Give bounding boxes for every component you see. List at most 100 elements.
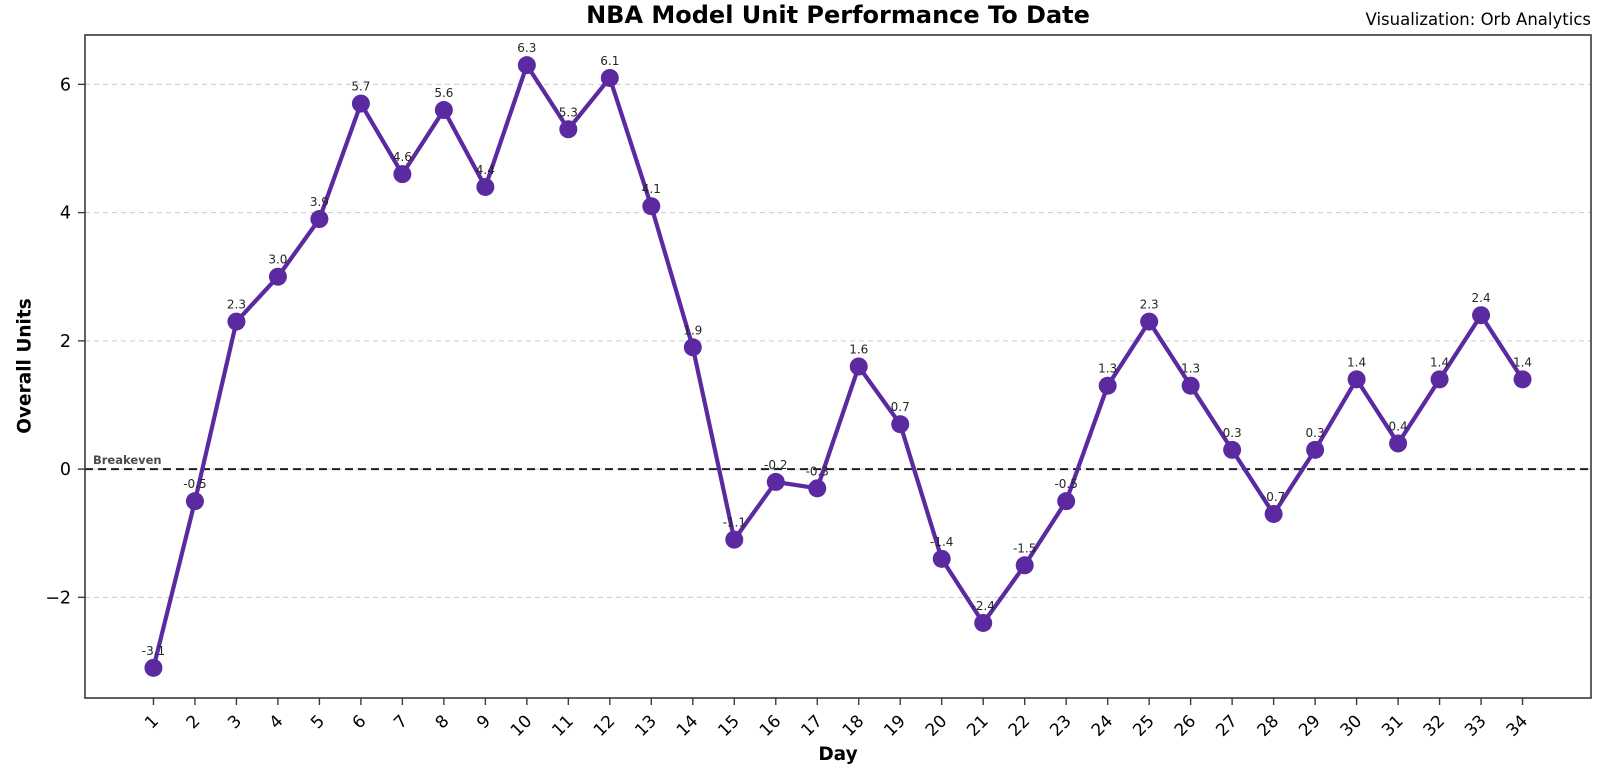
- x-tick-label: 22: [1005, 711, 1034, 740]
- data-point: [1015, 556, 1034, 575]
- data-point-label: -0.5: [1054, 477, 1077, 491]
- data-point-label: 5.3: [559, 105, 578, 119]
- x-tick-label: 2: [183, 711, 205, 733]
- data-point: [434, 101, 453, 120]
- data-point-label: -3.1: [142, 644, 165, 658]
- x-tick-label: 8: [432, 711, 454, 733]
- x-tick-label: 33: [1461, 711, 1490, 740]
- x-tick-label: 23: [1046, 711, 1075, 740]
- x-axis-label: Day: [818, 744, 858, 765]
- data-point-label: 5.6: [434, 86, 453, 100]
- x-tick-label: 6: [349, 711, 371, 733]
- data-point-label: 1.3: [1181, 362, 1200, 376]
- data-point: [185, 492, 204, 511]
- x-tick-label: 1: [141, 711, 163, 733]
- data-point-label: -1.1: [723, 516, 746, 530]
- x-tick-label: 25: [1129, 711, 1158, 740]
- x-tick-label: 29: [1295, 711, 1324, 740]
- data-point: [476, 177, 495, 196]
- axes-frame: [84, 34, 1592, 699]
- y-tick-label: 6: [60, 75, 71, 95]
- x-tick-label: 32: [1420, 711, 1449, 740]
- x-tick-label: 30: [1337, 711, 1366, 740]
- data-point-label: 1.4: [1430, 355, 1449, 369]
- x-tick-label: 9: [473, 711, 495, 733]
- data-point: [1347, 370, 1366, 389]
- data-point: [517, 56, 536, 75]
- y-tick-label: 4: [60, 204, 71, 224]
- x-tick-label: 21: [963, 711, 992, 740]
- series-line: [151, 63, 1525, 670]
- data-point: [891, 415, 910, 434]
- x-tick-label: 27: [1212, 711, 1241, 740]
- data-point-label: 2.3: [227, 298, 246, 312]
- data-point-label: 1.4: [1513, 355, 1532, 369]
- data-point: [1472, 306, 1491, 325]
- data-point-label: 2.4: [1472, 291, 1491, 305]
- data-point-label: 4.1: [642, 182, 661, 196]
- data-point-label: 6.3: [517, 41, 536, 55]
- x-tick-label: 15: [714, 711, 743, 740]
- data-point: [1098, 376, 1117, 395]
- data-point: [600, 68, 619, 87]
- data-point-label: 1.6: [849, 343, 868, 357]
- data-point-label: 1.4: [1347, 355, 1366, 369]
- x-tick-label: 11: [548, 711, 577, 740]
- data-point-label: 3.9: [310, 195, 329, 209]
- data-point-label: 3.0: [268, 253, 287, 267]
- data-point: [268, 267, 287, 286]
- data-point-label: 5.7: [351, 80, 370, 94]
- x-tick-label: 17: [797, 711, 826, 740]
- data-point: [808, 479, 827, 498]
- data-point: [683, 338, 702, 357]
- x-tick-label: 12: [590, 711, 619, 740]
- data-point-label: 4.4: [476, 163, 495, 177]
- data-point: [393, 165, 412, 184]
- data-point: [1430, 370, 1449, 389]
- data-point: [1140, 312, 1159, 331]
- x-tick-label: 16: [756, 711, 785, 740]
- data-point-label: 1.3: [1098, 362, 1117, 376]
- data-point-label: 6.1: [600, 54, 619, 68]
- x-tick-label: 31: [1378, 711, 1407, 740]
- data-point: [351, 94, 370, 113]
- x-tick-label: 3: [224, 711, 246, 733]
- data-point: [310, 210, 329, 229]
- data-point: [849, 357, 868, 376]
- x-tick-label: 7: [390, 711, 412, 733]
- data-point: [974, 613, 993, 632]
- data-point-label: 1.9: [683, 323, 702, 337]
- data-point: [1513, 370, 1532, 389]
- x-tick-label: 20: [922, 711, 951, 740]
- data-point-label: -0.5: [183, 477, 206, 491]
- x-tick-label: 18: [839, 711, 868, 740]
- data-point: [1057, 492, 1076, 511]
- data-point: [1264, 504, 1283, 523]
- data-point: [227, 312, 246, 331]
- x-tick-label: 34: [1503, 711, 1532, 740]
- data-point: [1389, 434, 1408, 453]
- data-point: [766, 472, 785, 491]
- x-tick-label: 10: [507, 711, 536, 740]
- y-tick-label: 2: [60, 332, 71, 352]
- data-point: [642, 197, 661, 216]
- data-point-label: 2.3: [1140, 298, 1159, 312]
- data-point-label: 4.6: [393, 150, 412, 164]
- data-point-label: 0.7: [891, 400, 910, 414]
- data-point: [1306, 440, 1325, 459]
- x-tick-label: 26: [1171, 711, 1200, 740]
- x-tick-label: 13: [631, 711, 660, 740]
- data-point-label: -1.5: [1013, 541, 1036, 555]
- y-tick-label: −2: [45, 588, 71, 608]
- x-tick-label: 28: [1254, 711, 1283, 740]
- data-point-label: -0.7: [1262, 490, 1285, 504]
- data-point: [1181, 376, 1200, 395]
- data-point-label: -2.4: [971, 599, 994, 613]
- data-point-label: 0.3: [1223, 426, 1242, 440]
- y-tick-label: 0: [60, 460, 71, 480]
- data-point: [1223, 440, 1242, 459]
- data-point-label: -0.3: [806, 464, 829, 478]
- data-point: [725, 530, 744, 549]
